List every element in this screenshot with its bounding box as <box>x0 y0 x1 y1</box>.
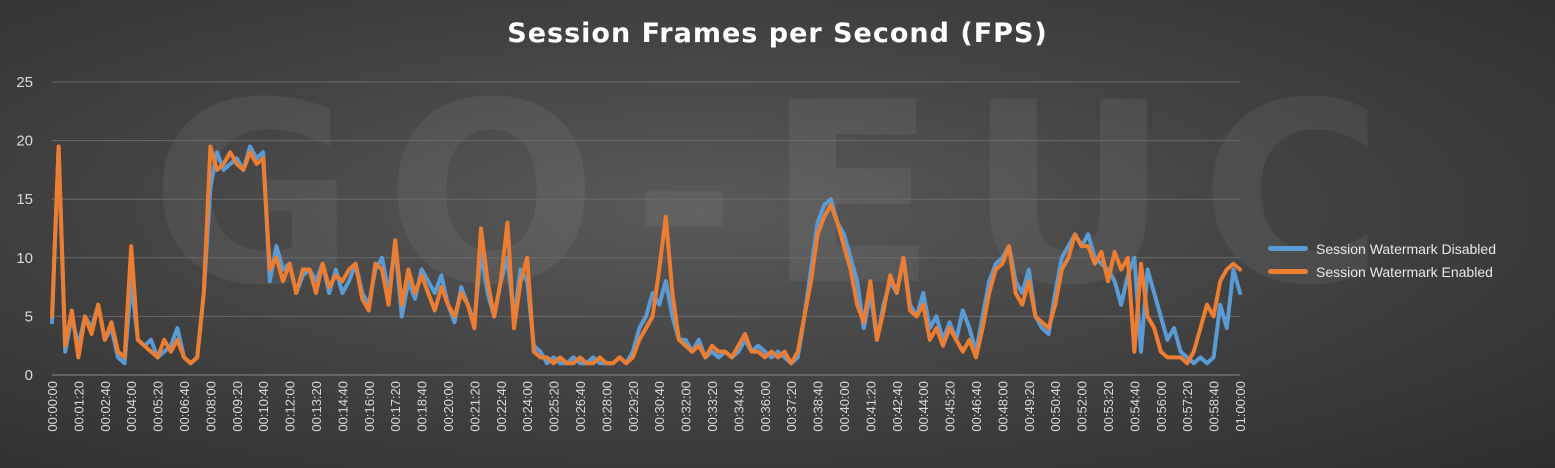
x-tick-label: 00:02:40 <box>98 381 113 432</box>
legend-swatch-disabled <box>1268 246 1308 251</box>
x-tick-label: 00:21:20 <box>467 381 482 432</box>
x-tick-label: 00:13:20 <box>309 381 324 432</box>
x-tick-label: 00:53:20 <box>1101 381 1116 432</box>
x-tick-label: 00:01:20 <box>71 381 86 432</box>
x-tick-label: 00:33:20 <box>705 381 720 432</box>
x-tick-label: 00:29:20 <box>626 381 641 432</box>
x-tick-label: 00:37:20 <box>784 381 799 432</box>
x-tick-label: 00:44:00 <box>916 381 931 432</box>
x-tick-label: 00:16:00 <box>362 381 377 432</box>
x-tick-label: 00:20:00 <box>441 381 456 432</box>
x-tick-label: 00:00:00 <box>45 381 60 432</box>
x-tick-label: 00:28:00 <box>599 381 614 432</box>
chart-title: Session Frames per Second (FPS) <box>507 18 1048 49</box>
x-tick-label: 00:52:00 <box>1075 381 1090 432</box>
x-tick-label: 00:09:20 <box>230 381 245 432</box>
x-tick-label: 00:08:00 <box>203 381 218 432</box>
x-tick-label: 00:18:40 <box>415 381 430 432</box>
x-tick-label: 00:05:20 <box>151 381 166 432</box>
y-tick-label: 15 <box>16 191 33 208</box>
series-line-watermark-disabled <box>50 144 1242 366</box>
x-tick-label: 00:26:40 <box>573 381 588 432</box>
legend-item-disabled: Session Watermark Disabled <box>1268 237 1548 260</box>
x-tick-label: 00:58:40 <box>1207 381 1222 432</box>
legend: Session Watermark Disabled Session Water… <box>1268 237 1548 283</box>
x-tick-label: 00:25:20 <box>547 381 562 432</box>
y-tick-label: 0 <box>25 367 33 384</box>
x-tick-label: 00:46:40 <box>969 381 984 432</box>
y-tick-label: 5 <box>25 308 33 325</box>
x-tick-label: 00:14:40 <box>335 381 350 432</box>
x-tick-label: 00:04:00 <box>124 381 139 432</box>
x-tick-label: 00:57:20 <box>1180 381 1195 432</box>
x-tick-label: 00:24:00 <box>520 381 535 432</box>
legend-label-enabled: Session Watermark Enabled <box>1316 263 1493 280</box>
x-tick-label: 00:38:40 <box>811 381 826 432</box>
x-tick-label: 00:10:40 <box>256 381 271 432</box>
x-tick-label: 00:56:00 <box>1154 381 1169 432</box>
x-tick-label: 00:06:40 <box>177 381 192 432</box>
y-tick-label: 25 <box>16 74 33 91</box>
x-tick-label: 00:30:40 <box>652 381 667 432</box>
x-tick-label: 00:36:00 <box>758 381 773 432</box>
y-tick-label: 20 <box>16 133 33 150</box>
x-tick-label: 00:32:00 <box>679 381 694 432</box>
x-tick-label: 00:40:00 <box>837 381 852 432</box>
y-tick-label: 10 <box>16 250 33 267</box>
legend-swatch-enabled <box>1268 269 1308 274</box>
x-tick-label: 00:22:40 <box>494 381 509 432</box>
x-tick-label: 00:34:40 <box>731 381 746 432</box>
x-tick-label: 00:12:00 <box>283 381 298 432</box>
x-tick-label: 00:41:20 <box>863 381 878 432</box>
x-tick-label: 00:45:20 <box>943 381 958 432</box>
series-line-watermark-enabled <box>50 144 1242 366</box>
x-tick-label: 00:50:40 <box>1048 381 1063 432</box>
x-tick-label: 00:42:40 <box>890 381 905 432</box>
legend-item-enabled: Session Watermark Enabled <box>1268 260 1548 283</box>
x-tick-label: 00:17:20 <box>388 381 403 432</box>
legend-label-disabled: Session Watermark Disabled <box>1316 240 1496 257</box>
x-tick-label: 00:54:40 <box>1127 381 1142 432</box>
x-tick-label: 00:48:00 <box>995 381 1010 432</box>
x-tick-label: 00:49:20 <box>1022 381 1037 432</box>
x-tick-label: 01:00:00 <box>1233 381 1248 432</box>
